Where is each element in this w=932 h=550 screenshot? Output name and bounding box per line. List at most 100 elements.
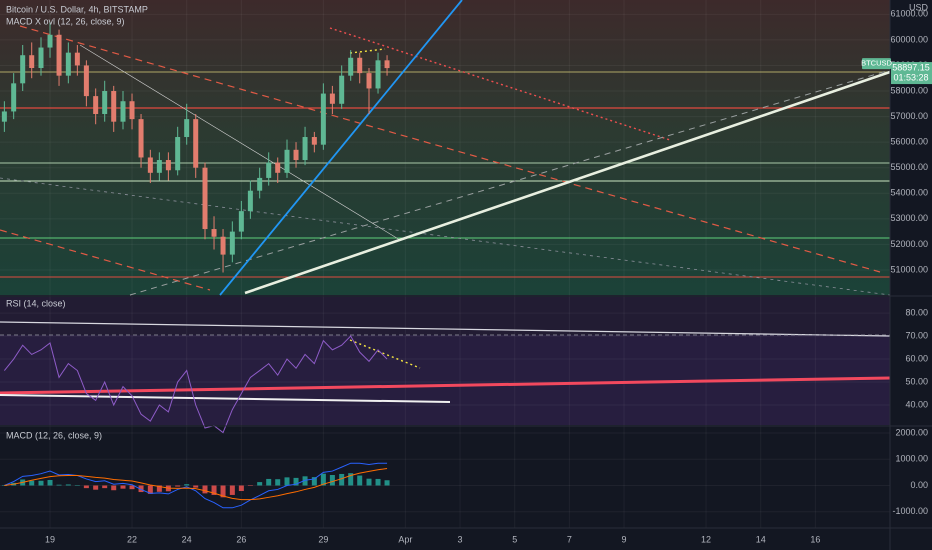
price-axis — [890, 0, 932, 550]
histogram-bar — [384, 480, 390, 486]
candle-body — [266, 162, 272, 178]
histogram-bar — [147, 485, 153, 494]
x-tick-label: 19 — [45, 534, 55, 544]
candle-body — [156, 160, 162, 173]
y-tick-label: 80.00 — [905, 307, 928, 317]
histogram-bar — [65, 484, 71, 486]
indicator-title: MACD X ovl (12, 26, close, 9) — [6, 16, 125, 26]
histogram-bar — [111, 485, 117, 491]
candle-body — [293, 149, 299, 161]
histogram-bar — [129, 485, 135, 490]
candle-body — [111, 91, 117, 122]
macd-title: MACD (12, 26, close, 9) — [6, 430, 102, 440]
grid — [0, 0, 890, 528]
histogram-bar — [357, 475, 363, 486]
histogram-bar — [156, 485, 162, 492]
candle-body — [339, 75, 345, 104]
y-tick-label: 53000.00 — [890, 213, 928, 223]
histogram-bar — [202, 485, 208, 494]
histogram-bar — [93, 485, 99, 490]
y-tick-label: 60.00 — [905, 353, 928, 363]
x-tick-label: 9 — [622, 534, 627, 544]
rsi-trend — [0, 376, 891, 395]
trend-line — [0, 229, 211, 291]
trend-line — [244, 70, 891, 295]
histogram-bar — [220, 485, 226, 498]
y-tick-label: 57000.00 — [890, 111, 928, 121]
marks — [1, 21, 390, 509]
x-tick-label: 7 — [567, 534, 572, 544]
candle-body — [247, 190, 253, 212]
candle-body — [129, 101, 135, 120]
histogram-bar — [366, 478, 372, 486]
histogram-bar — [138, 485, 144, 493]
candle-body — [220, 236, 226, 255]
candle-body — [11, 83, 17, 112]
y-tick-label: 55000.00 — [890, 162, 928, 172]
histogram-bar — [238, 485, 244, 492]
x-tick-label: 24 — [182, 534, 192, 544]
candle-body — [74, 52, 80, 66]
histogram-bar — [375, 478, 381, 486]
trend-line — [0, 177, 891, 296]
histogram-bar — [120, 485, 126, 489]
candle-body — [238, 211, 244, 232]
candle-body — [229, 231, 235, 255]
candle-body — [320, 93, 326, 145]
candle-body — [65, 52, 71, 76]
candle-body — [165, 160, 171, 171]
y-tick-label: 56000.00 — [890, 137, 928, 147]
candle-body — [93, 96, 99, 115]
candle-body — [348, 57, 354, 76]
candle-body — [1, 111, 7, 122]
candle-body — [138, 119, 144, 158]
histogram-bar — [1, 485, 7, 487]
macd-pane — [0, 427, 890, 528]
x-tick-label: Apr — [398, 534, 412, 544]
candle-body — [357, 57, 363, 74]
x-tick-label: 5 — [512, 534, 517, 544]
candle-body — [83, 65, 89, 97]
histogram-bar — [83, 485, 89, 489]
histogram-bar — [47, 479, 53, 486]
candle-body — [102, 91, 108, 115]
symbol-badge — [862, 58, 891, 70]
x-tick-label: 16 — [810, 534, 820, 544]
histogram-bar — [229, 485, 235, 495]
histogram-bar — [266, 478, 272, 486]
x-tick-label: 14 — [756, 534, 766, 544]
y-tick-label: 61000.00 — [890, 9, 928, 19]
trend-line — [219, 0, 463, 296]
candle-body — [275, 162, 281, 173]
candle-body — [311, 137, 317, 145]
histogram-bar — [74, 485, 80, 487]
histogram-bar — [56, 484, 62, 486]
histogram-bar — [348, 473, 354, 486]
x-tick-label: 22 — [127, 534, 137, 544]
x-tick-label: 26 — [236, 534, 246, 544]
y-tick-label: 60000.00 — [890, 34, 928, 44]
histogram-bar — [293, 477, 299, 486]
last-price: 58897.15 — [892, 62, 930, 72]
histogram-bar — [211, 485, 217, 495]
histogram-bar — [339, 473, 345, 486]
rsi-line — [3, 335, 388, 434]
y-tick-label: 2000.00 — [895, 427, 928, 437]
symbol: BTCUSD — [861, 59, 892, 68]
price-badge — [891, 62, 932, 85]
x-tick-label: 12 — [701, 534, 711, 544]
currency: USD — [909, 2, 929, 12]
histogram-bar — [175, 485, 181, 487]
histogram-bar — [329, 475, 335, 486]
histogram-bar — [38, 480, 44, 486]
candle-body — [211, 229, 217, 237]
histogram-bar — [102, 485, 108, 489]
histogram-bar — [302, 476, 308, 486]
y-tick-label: 70.00 — [905, 330, 928, 340]
trend-line — [79, 44, 401, 241]
macd-line — [4, 467, 388, 501]
histogram-bar — [311, 477, 317, 486]
y-tick-label: 51000.00 — [890, 264, 928, 274]
y-tick-label: 58000.00 — [890, 85, 928, 95]
